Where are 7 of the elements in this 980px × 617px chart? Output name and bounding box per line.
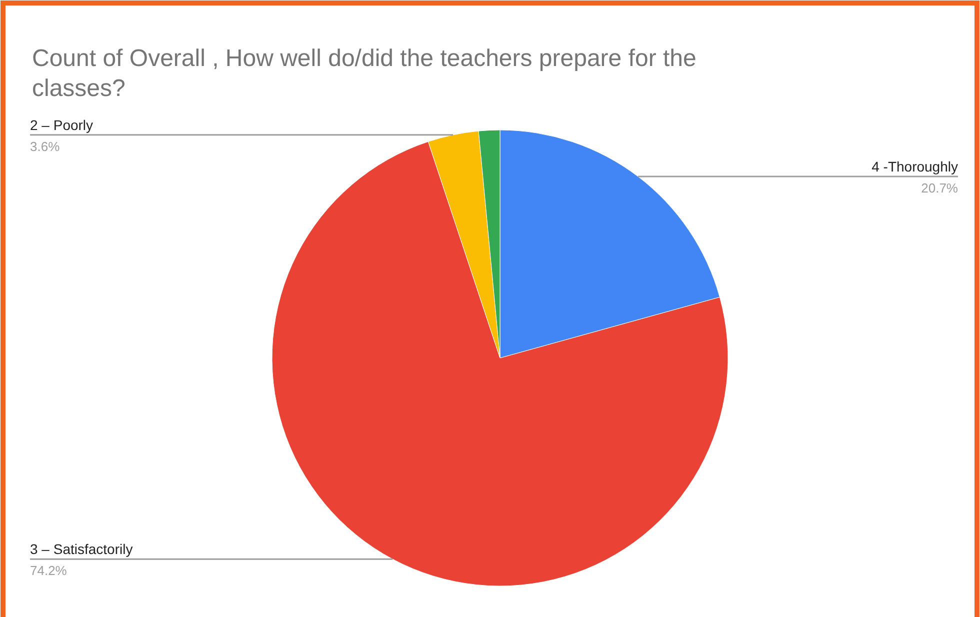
chart-title: Count of Overall , How well do/did the teachers prepare for the classes? bbox=[32, 45, 696, 102]
slice-label: 4 -Thoroughly bbox=[872, 158, 958, 175]
data-label: 3.6% bbox=[30, 138, 60, 154]
data-label: 74.2% bbox=[30, 563, 68, 578]
slice-label: 2 – Poorly bbox=[30, 116, 94, 133]
data-label: 20.7% bbox=[921, 180, 958, 196]
slice-label: 3 – Satisfactorily bbox=[30, 541, 133, 558]
